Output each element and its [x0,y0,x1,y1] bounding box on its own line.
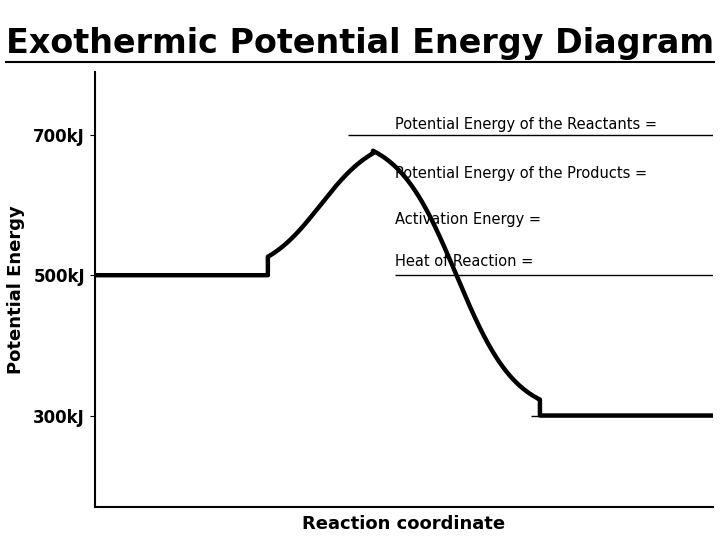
Text: Activation Energy =: Activation Energy = [395,212,541,227]
X-axis label: Reaction coordinate: Reaction coordinate [302,515,505,533]
Text: Heat of Reaction =: Heat of Reaction = [395,254,533,269]
Y-axis label: Potential Energy: Potential Energy [7,205,25,374]
Text: Potential Energy of the Products =: Potential Energy of the Products = [395,166,647,181]
Text: Exothermic Potential Energy Diagram: Exothermic Potential Energy Diagram [6,27,714,60]
Text: Potential Energy of the Reactants =: Potential Energy of the Reactants = [395,117,657,132]
